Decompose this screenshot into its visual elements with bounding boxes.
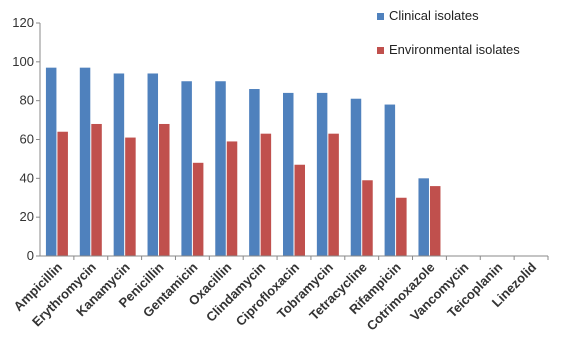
y-tick-label: 120	[12, 15, 34, 30]
y-tick-label: 60	[20, 132, 34, 147]
category-group	[384, 104, 407, 256]
bar-environmental	[159, 123, 170, 256]
category-group	[316, 92, 339, 257]
legend-swatch	[377, 47, 384, 54]
legend-label: Environmental isolates	[389, 42, 520, 57]
y-tick-label: 100	[12, 54, 34, 69]
y-tick-label: 80	[20, 93, 34, 108]
y-tick-label: 20	[20, 209, 34, 224]
y-tick-label: 40	[20, 170, 34, 185]
bar-clinical	[350, 98, 362, 256]
bar-clinical	[283, 92, 294, 257]
category-group	[418, 178, 441, 256]
category-group	[350, 98, 373, 256]
bar-clinical	[181, 81, 192, 256]
bars	[45, 67, 441, 257]
bar-environmental	[125, 137, 136, 256]
category-group	[181, 81, 204, 256]
bar-clinical	[79, 67, 91, 256]
bar-clinical	[316, 92, 328, 257]
x-axis: AmpicillinErythromycinKanamycinPenicilli…	[11, 255, 549, 333]
y-axis: 0 20 40 60 80 100 120	[12, 15, 41, 263]
legend-item: Clinical isolates	[377, 8, 479, 23]
legend-swatch	[377, 13, 384, 20]
category-group	[79, 67, 102, 256]
bar-clinical	[147, 73, 159, 256]
bar-clinical	[113, 73, 125, 256]
legend-item: Environmental isolates	[377, 42, 520, 57]
bar-environmental	[91, 123, 102, 256]
legend-label: Clinical isolates	[389, 8, 479, 23]
category-group	[113, 73, 136, 256]
bar-clinical	[418, 178, 429, 256]
category-group	[147, 73, 170, 256]
bar-environmental	[260, 133, 272, 256]
category-group	[215, 81, 238, 256]
bar-clinical	[45, 67, 57, 256]
category-group	[283, 92, 305, 257]
bar-environmental	[362, 180, 373, 256]
bar-environmental	[396, 197, 407, 256]
category-group	[249, 89, 272, 257]
bar-environmental	[429, 186, 441, 256]
bar-environmental	[57, 131, 68, 256]
bar-clinical	[215, 81, 226, 256]
legend: Clinical isolates Environmental isolates	[377, 8, 520, 57]
bar-environmental	[226, 141, 238, 256]
bar-environmental	[328, 133, 339, 256]
bar-clinical	[384, 104, 396, 256]
bar-environmental	[294, 164, 305, 256]
category-group	[45, 67, 68, 256]
bar-environmental	[192, 162, 204, 256]
bar-clinical	[249, 89, 260, 257]
y-tick-label: 0	[27, 248, 34, 263]
